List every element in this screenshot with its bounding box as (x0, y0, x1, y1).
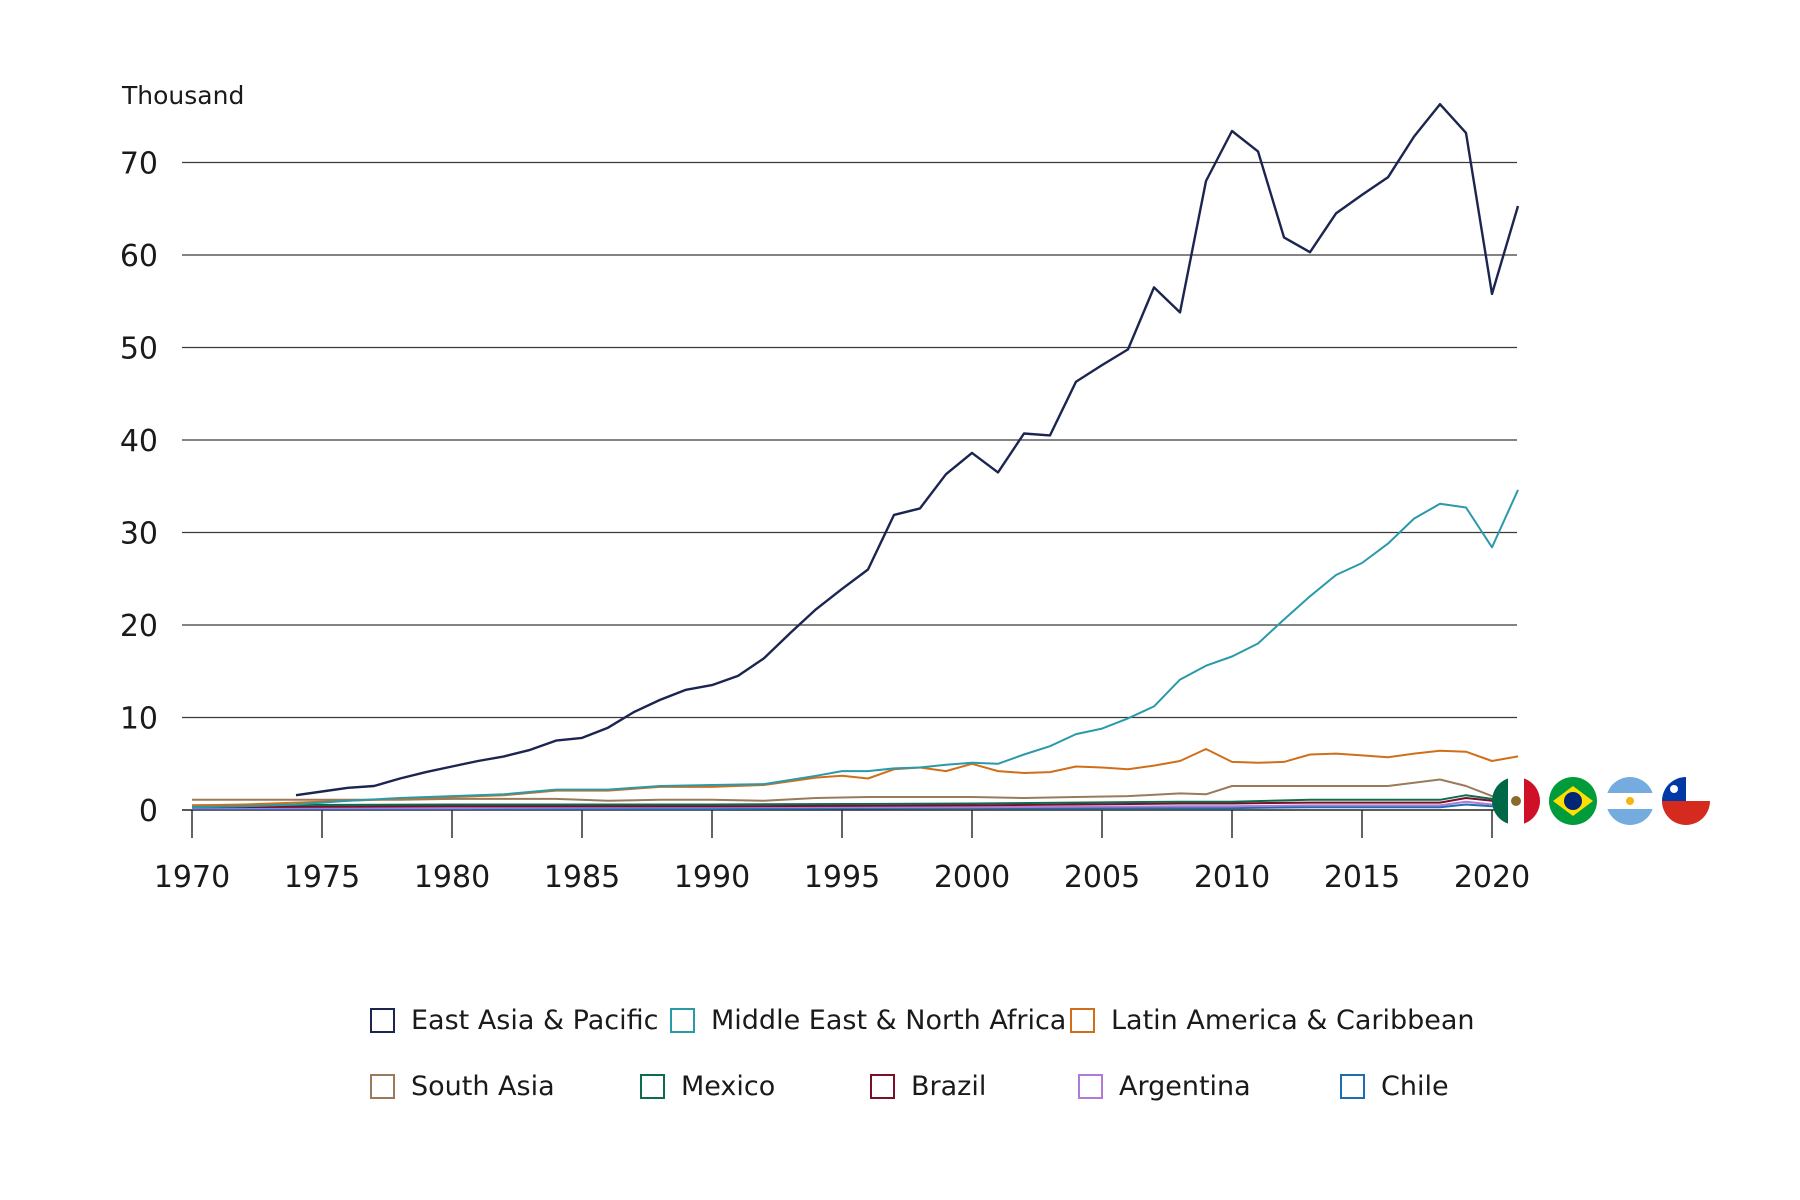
legend-swatch (1078, 1073, 1103, 1099)
legend-label: Chile (1381, 1070, 1449, 1102)
series-line-middle-east-north-africa (191, 489, 1519, 809)
x-tick-label: 1970 (154, 860, 230, 895)
series-line-argentina (192, 800, 1519, 810)
mexico-flag-icon (1492, 777, 1540, 825)
legend-item: Chile (1340, 1066, 1449, 1106)
series-line-mexico (191, 794, 1519, 807)
brazil-flag-icon (1549, 777, 1597, 825)
legend-label: South Asia (411, 1070, 555, 1102)
legend-item: East Asia & Pacific (370, 1000, 658, 1040)
legend-label: Argentina (1119, 1070, 1251, 1102)
y-tick-label: 50 (120, 332, 158, 367)
legend-swatch (640, 1073, 665, 1099)
flag-icons (1492, 777, 1710, 825)
x-tick-label: 2015 (1324, 860, 1400, 895)
series-line-south-asia (192, 778, 1519, 802)
y-tick-label: 10 (120, 702, 158, 737)
x-tick-label: 1980 (414, 860, 490, 895)
x-tick-label: 1985 (544, 860, 620, 895)
x-tick-label: 1975 (284, 860, 360, 895)
legend-item: Brazil (870, 1066, 986, 1106)
grid-lines: 0 10 20 30 40 50 60 70 (120, 147, 1517, 829)
y-tick-label: 30 (120, 517, 158, 552)
x-tick-label: 1995 (804, 860, 880, 895)
legend-label: Brazil (911, 1070, 987, 1102)
series-line-brazil (191, 797, 1519, 809)
x-tick-label: 2000 (934, 860, 1010, 895)
legend-label: Middle East & North Africa (711, 1004, 1067, 1036)
y-tick-label: 70 (120, 147, 158, 182)
x-tick-label: 2020 (1454, 860, 1530, 895)
x-tick-label: 2005 (1064, 860, 1140, 895)
x-axis: 1970 1975 1980 1985 1990 1995 2000 2005 2010 2015… (154, 809, 1530, 895)
y-tick-label: 60 (120, 239, 158, 274)
y-axis-unit-label: Thousand (121, 81, 244, 110)
series-line-east-asia-pacific (295, 102, 1520, 797)
legend-swatch (1340, 1073, 1365, 1099)
chile-flag-icon (1662, 777, 1710, 825)
y-tick-label: 40 (120, 424, 158, 459)
legend-item: South Asia (370, 1066, 555, 1106)
legend-label: Latin America & Caribbean (1111, 1004, 1475, 1036)
legend-swatch (670, 1007, 695, 1033)
legend-swatch (870, 1073, 895, 1099)
legend-item: Middle East & North Africa (670, 1000, 1066, 1040)
series-line-chile (192, 803, 1519, 811)
legend-swatch (1070, 1007, 1095, 1033)
argentina-flag-icon (1606, 777, 1654, 825)
legend-swatch (370, 1073, 395, 1099)
x-tick-label: 1990 (674, 860, 750, 895)
y-tick-label: 20 (120, 609, 158, 644)
legend-item: Argentina (1078, 1066, 1251, 1106)
x-tick-label: 2010 (1194, 860, 1270, 895)
series-lines (191, 102, 1520, 811)
legend-item: Mexico (640, 1066, 775, 1106)
legend-item: Latin America & Caribbean (1070, 1000, 1475, 1040)
y-tick-label: 0 (139, 794, 158, 829)
legend-label: Mexico (681, 1070, 776, 1102)
legend-swatch (370, 1007, 395, 1033)
legend-label: East Asia & Pacific (411, 1004, 659, 1036)
